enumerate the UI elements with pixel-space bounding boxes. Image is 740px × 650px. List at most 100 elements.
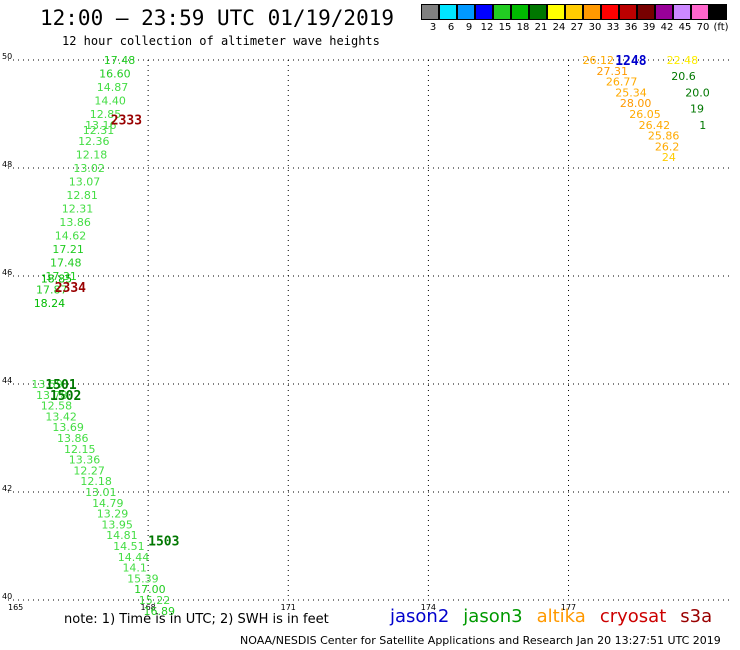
scale-label: 3	[429, 22, 437, 33]
scale-label: (ft)	[713, 22, 729, 33]
swh-value-label: 25.86	[648, 130, 680, 143]
swh-value-label: 13.86	[57, 432, 89, 445]
data-points: 17.4816.6014.8714.4012.8513.1612.3112.36…	[31, 54, 709, 618]
scale-label: 21	[534, 22, 548, 33]
swh-value-label: 12.18	[76, 149, 108, 162]
scale-swatch	[547, 4, 565, 20]
scale-label: 12	[480, 22, 494, 33]
footer-credit: NOAA/NESDIS Center for Satellite Applica…	[240, 634, 721, 647]
swh-value-label: 12.58	[41, 400, 73, 413]
swh-value-label: 14.79	[92, 497, 124, 510]
y-tick-label: 44	[2, 376, 12, 385]
scale-label: 27	[570, 22, 584, 33]
y-tick-label: 40	[2, 592, 12, 601]
swh-value-label: 13.86	[59, 216, 91, 229]
scale-swatch	[439, 4, 457, 20]
scale-label: 15	[498, 22, 512, 33]
y-tick-label: 46	[2, 268, 12, 277]
track-id-label: 2334	[55, 281, 86, 296]
swh-value-label: 13.29	[97, 508, 128, 521]
swh-value-label: 12.18	[80, 475, 112, 488]
y-tick-label: 48	[2, 160, 12, 169]
swh-value-label: 13.36	[69, 454, 101, 467]
swh-value-label: 28.00	[620, 97, 652, 110]
scale-swatch	[493, 4, 511, 20]
swh-value-label: 20.6	[671, 70, 696, 83]
x-tick-label: 171	[281, 603, 296, 612]
scale-swatch	[691, 4, 709, 20]
swh-value-label: 16.89	[143, 605, 175, 618]
scale-label: 42	[660, 22, 674, 33]
swh-value-label: 12.81	[66, 189, 98, 202]
swh-value-label: 1	[699, 119, 706, 132]
legend-entry: altika	[536, 606, 586, 627]
x-tick-label: 174	[421, 603, 436, 612]
scale-label: 30	[588, 22, 602, 33]
scale-swatch	[655, 4, 673, 20]
swh-value-label: 26.12	[583, 54, 615, 67]
track-id-label: 1502	[50, 389, 81, 404]
swh-value-label: 26.77	[606, 76, 638, 89]
swh-value-label: 17.87	[36, 284, 67, 297]
swh-value-label: 16.60	[99, 68, 130, 81]
swh-value-label: 22.48	[667, 54, 699, 67]
swh-value-label: 18.24	[34, 297, 66, 310]
x-tick-label: 165	[8, 603, 23, 612]
swh-value-label: 26.05	[629, 108, 661, 121]
swh-value-label: 13.69	[52, 421, 83, 434]
swh-value-label: 24	[662, 151, 676, 164]
swh-value-label: 13.01	[85, 486, 117, 499]
x-tick-label: 168	[140, 603, 155, 612]
grid-lines	[8, 59, 732, 601]
swh-value-label: 15.39	[127, 572, 159, 585]
y-tick-label: 42	[2, 484, 12, 493]
swh-value-label: 17.00	[134, 583, 166, 596]
swh-value-label: 17.31	[45, 270, 76, 283]
swh-value-label: 12.27	[73, 464, 105, 477]
swh-value-label: 17.48	[104, 54, 136, 67]
scale-swatch	[565, 4, 583, 20]
swh-value-label: 12.15	[64, 443, 96, 456]
legend-entry: jason3	[463, 606, 523, 627]
scale-swatch	[457, 4, 475, 20]
scale-label: 6	[447, 22, 455, 33]
swh-value-label: 14.81	[106, 529, 138, 542]
scale-swatch	[583, 4, 601, 20]
scale-label: 18	[516, 22, 530, 33]
satellite-legend: jason2 jason3 altika cryosat s3a	[390, 606, 726, 627]
scale-swatch	[637, 4, 655, 20]
swh-value-label: 13.59	[31, 378, 63, 391]
legend-entry: jason2	[390, 606, 450, 627]
scale-swatch	[619, 4, 637, 20]
chart-title: 12:00 – 23:59 UTC 01/19/2019	[40, 6, 395, 30]
swh-value-label: 14.1	[122, 562, 147, 575]
swh-value-label: 19	[690, 103, 704, 116]
track-id-label: 1503	[148, 535, 179, 550]
swh-value-label: 14.62	[55, 230, 87, 243]
scale-swatch	[673, 4, 691, 20]
scale-label: 24	[552, 22, 566, 33]
swh-value-label: 26.2	[655, 140, 680, 153]
track-id-label: 1501	[45, 378, 76, 393]
swh-value-label: 12.31	[62, 203, 93, 216]
swh-value-label: 14.51	[113, 540, 145, 553]
swh-value-label: 12.31	[83, 124, 115, 137]
chart-subtitle: 12 hour collection of altimeter wave hei…	[62, 34, 380, 48]
swh-value-label: 13.16	[85, 119, 117, 132]
swh-value-label: 18.85	[41, 273, 73, 286]
swh-value-label: 26.42	[639, 119, 671, 132]
track-id-label: 2333	[111, 113, 142, 128]
scale-label: 33	[606, 22, 620, 33]
swh-value-label: 13.42	[45, 410, 76, 423]
scale-swatch	[529, 4, 547, 20]
scale-label: 9	[465, 22, 473, 33]
swh-value-label: 27.31	[597, 65, 629, 78]
y-tick-label: 50	[2, 52, 12, 61]
scale-label: 70	[696, 22, 710, 33]
swh-value-label: 13.78	[36, 389, 67, 402]
swh-value-label: 20.0	[685, 86, 710, 99]
swh-value-label: 17.48	[50, 257, 82, 270]
scale-label: 36	[624, 22, 638, 33]
